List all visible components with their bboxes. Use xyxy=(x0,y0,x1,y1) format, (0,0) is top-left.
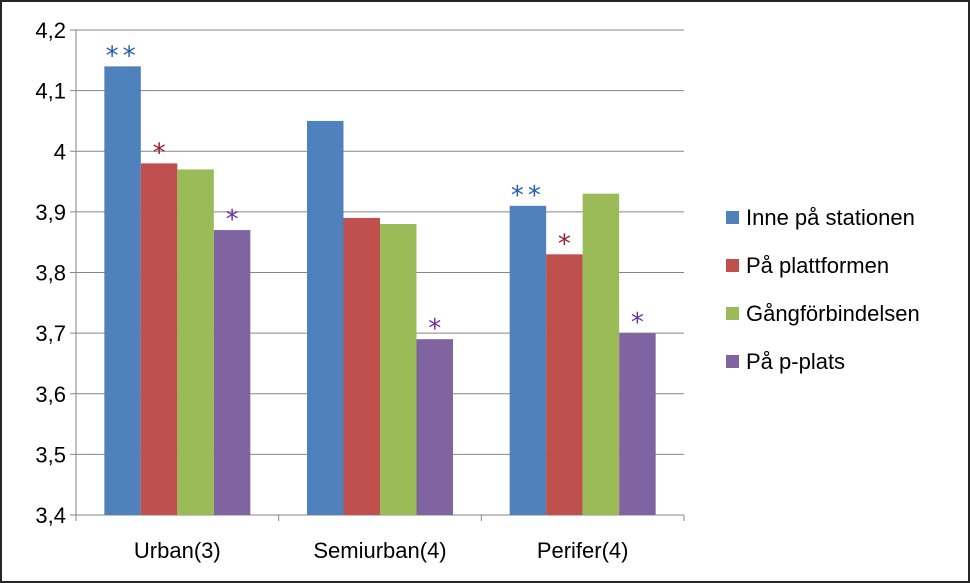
bar xyxy=(140,163,178,515)
bar xyxy=(177,169,214,515)
y-tick-label: 3,7 xyxy=(35,321,66,346)
bar xyxy=(619,333,656,515)
bars xyxy=(104,66,656,515)
y-tick-label: 4 xyxy=(54,139,66,164)
y-tick-label: 3,6 xyxy=(35,382,66,407)
x-axis: Urban(3) Semiurban(4) Perifer(4) xyxy=(75,514,685,563)
y-tick-label: 3,9 xyxy=(35,200,66,225)
bar xyxy=(416,339,453,515)
bar xyxy=(380,224,417,515)
legend-label: På plattformen xyxy=(746,253,889,278)
significance-marks: ********* xyxy=(106,41,644,344)
significance-mark: ** xyxy=(106,41,140,71)
legend: Inne på stationen På plattformen Gångförbi… xyxy=(726,205,920,374)
bar xyxy=(343,217,380,515)
significance-mark: * xyxy=(153,138,166,168)
significance-mark: * xyxy=(558,229,571,259)
significance-mark: ** xyxy=(511,181,545,211)
legend-label: På p-plats xyxy=(746,349,845,374)
legend-swatch xyxy=(726,307,739,320)
significance-mark: * xyxy=(631,308,644,338)
x-tick-label: Perifer(4) xyxy=(537,538,629,563)
x-tick-label: Semiurban(4) xyxy=(313,538,446,563)
bar xyxy=(582,193,620,515)
legend-swatch xyxy=(726,355,739,368)
legend-label: Gångförbindelsen xyxy=(746,301,920,326)
bar xyxy=(546,254,583,515)
bar xyxy=(509,205,547,515)
y-tick-label: 4,1 xyxy=(35,79,66,104)
y-tick-label: 3,5 xyxy=(35,442,66,467)
significance-mark: * xyxy=(226,205,239,235)
bar xyxy=(213,230,251,515)
y-axis: 3,4 3,5 3,6 3,7 3,8 3,9 4 4,1 4,2 xyxy=(35,18,77,528)
legend-label: Inne på stationen xyxy=(746,205,915,230)
y-tick-label: 3,4 xyxy=(35,503,66,528)
x-tick-label: Urban(3) xyxy=(134,538,221,563)
y-tick-label: 4,2 xyxy=(35,18,66,43)
legend-swatch xyxy=(726,259,739,272)
y-tick-label: 3,8 xyxy=(35,261,66,286)
bar xyxy=(104,66,141,515)
bar xyxy=(307,120,344,515)
significance-mark: * xyxy=(428,314,441,344)
legend-swatch xyxy=(726,211,739,224)
